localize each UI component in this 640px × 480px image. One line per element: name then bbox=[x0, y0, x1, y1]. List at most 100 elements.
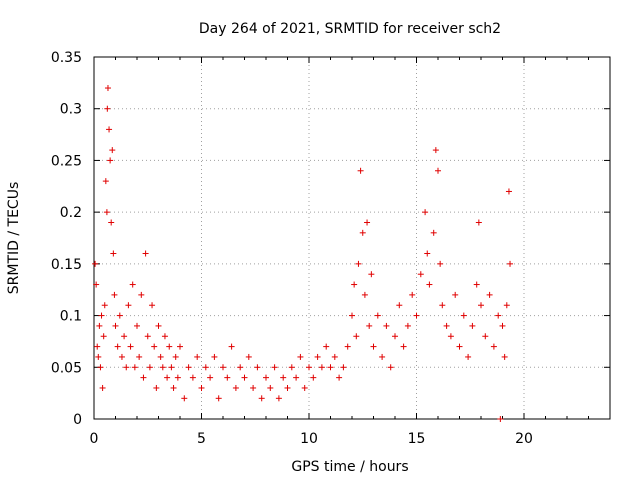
data-point bbox=[495, 312, 502, 319]
data-point bbox=[110, 250, 117, 257]
data-point bbox=[357, 167, 364, 174]
y-tick-label: 0.35 bbox=[51, 50, 82, 66]
data-point bbox=[146, 364, 153, 371]
data-point bbox=[473, 281, 480, 288]
data-point bbox=[99, 384, 106, 391]
data-point bbox=[426, 281, 433, 288]
data-point bbox=[189, 374, 196, 381]
data-point bbox=[284, 384, 291, 391]
data-point bbox=[364, 219, 371, 226]
data-point bbox=[102, 178, 109, 185]
data-point bbox=[267, 384, 274, 391]
data-point bbox=[432, 147, 439, 154]
data-point bbox=[237, 364, 244, 371]
data-point bbox=[194, 353, 201, 360]
y-axis-label: SRMTID / TECUs bbox=[6, 182, 22, 295]
data-point bbox=[129, 281, 136, 288]
data-point bbox=[138, 291, 145, 298]
data-point bbox=[497, 416, 504, 422]
data-point bbox=[101, 302, 108, 309]
data-point bbox=[144, 333, 151, 340]
data-point bbox=[109, 147, 116, 154]
data-point bbox=[349, 312, 355, 319]
axis-ticks bbox=[93, 56, 610, 420]
data-point bbox=[340, 364, 347, 371]
y-tick-label: 0.15 bbox=[51, 257, 82, 273]
grid-lines bbox=[94, 57, 610, 419]
data-point bbox=[142, 250, 149, 257]
data-point bbox=[181, 395, 188, 402]
data-point bbox=[443, 322, 450, 329]
data-point bbox=[437, 260, 444, 267]
data-point bbox=[344, 343, 351, 350]
data-point bbox=[271, 364, 278, 371]
data-point bbox=[404, 322, 411, 329]
x-axis-label: GPS time / hours bbox=[291, 459, 408, 475]
data-point bbox=[424, 250, 431, 257]
data-point bbox=[314, 353, 321, 360]
data-point bbox=[355, 260, 362, 267]
data-point bbox=[104, 85, 111, 92]
data-point bbox=[439, 302, 446, 309]
data-point bbox=[202, 364, 209, 371]
data-point bbox=[136, 353, 143, 360]
chart-title: Day 264 of 2021, SRMTID for receiver sch… bbox=[199, 21, 501, 37]
data-point bbox=[166, 343, 173, 350]
data-point bbox=[280, 374, 287, 381]
data-point bbox=[125, 302, 132, 309]
data-point bbox=[353, 333, 360, 340]
x-tick-label: 5 bbox=[197, 431, 206, 447]
data-point bbox=[220, 364, 226, 371]
data-point bbox=[174, 374, 181, 381]
data-point bbox=[140, 374, 147, 381]
data-point bbox=[215, 395, 222, 402]
data-point bbox=[288, 364, 295, 371]
data-point bbox=[228, 343, 235, 350]
data-point bbox=[301, 384, 308, 391]
y-tick-label: 0.05 bbox=[51, 360, 82, 376]
data-point bbox=[172, 353, 179, 360]
data-point bbox=[374, 312, 381, 319]
data-point bbox=[121, 333, 128, 340]
data-point bbox=[93, 281, 100, 288]
data-point bbox=[318, 364, 325, 371]
data-point bbox=[351, 281, 358, 288]
data-point bbox=[379, 353, 386, 360]
data-point bbox=[409, 291, 416, 298]
data-point bbox=[370, 343, 377, 350]
data-point bbox=[159, 364, 166, 371]
data-point bbox=[456, 343, 463, 350]
data-point bbox=[98, 312, 105, 319]
data-point bbox=[387, 364, 394, 371]
y-tick-label: 0.25 bbox=[51, 153, 82, 169]
data-point bbox=[501, 353, 508, 360]
data-point bbox=[107, 157, 114, 164]
data-point bbox=[185, 364, 192, 371]
data-point bbox=[413, 312, 420, 319]
data-point bbox=[114, 343, 121, 350]
data-point bbox=[104, 105, 111, 112]
x-tick-label: 20 bbox=[515, 431, 533, 447]
data-point bbox=[275, 395, 282, 402]
data-point bbox=[505, 188, 512, 195]
data-point bbox=[361, 291, 368, 298]
data-point bbox=[499, 322, 506, 329]
data-point bbox=[95, 353, 102, 360]
data-point bbox=[250, 384, 257, 391]
data-point bbox=[168, 364, 175, 371]
tick-labels: 0 5 10 15 20 0 0.05 0.1 0.15 0.2 0.25 0.3 0.35 bbox=[51, 50, 533, 447]
data-point bbox=[417, 271, 424, 278]
data-point bbox=[507, 260, 514, 267]
data-point bbox=[254, 364, 261, 371]
data-point bbox=[447, 333, 454, 340]
data-point bbox=[392, 333, 398, 340]
x-tick-label: 15 bbox=[408, 431, 426, 447]
data-point bbox=[97, 364, 104, 371]
data-point bbox=[103, 209, 110, 216]
data-point bbox=[478, 302, 484, 309]
y-tick-label: 0.2 bbox=[60, 205, 82, 221]
data-point bbox=[198, 384, 205, 391]
data-point bbox=[123, 364, 130, 371]
data-point bbox=[368, 271, 375, 278]
